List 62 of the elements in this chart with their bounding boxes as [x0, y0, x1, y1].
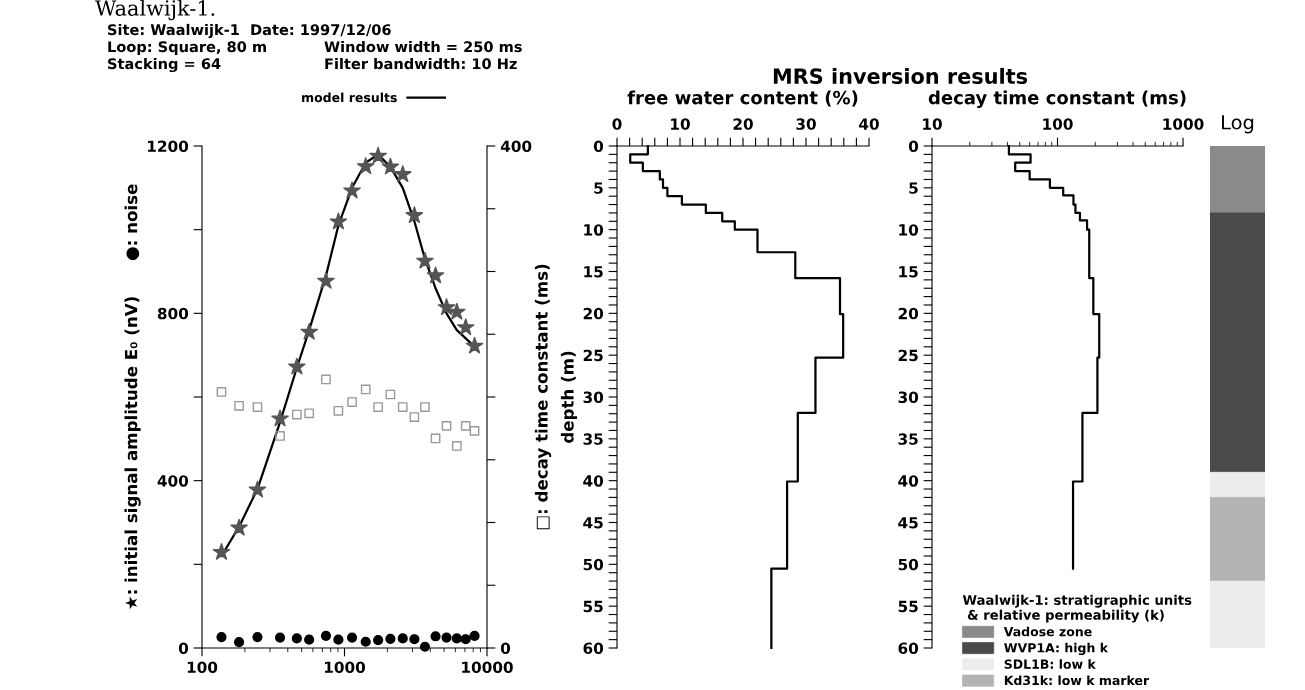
- x-tick-label: 1000: [1163, 118, 1204, 130]
- x-tick-label: 40: [859, 118, 879, 130]
- legend-label: model results: [302, 92, 397, 103]
- legend-label: Vadose zone: [1003, 626, 1092, 637]
- x-tick-label: 100: [187, 661, 218, 674]
- y-tick-label: 50: [583, 558, 604, 571]
- legend-label: WVP1A: high k: [1004, 642, 1109, 656]
- y2-axis-title: □: decay time constant (ms): [534, 264, 552, 530]
- y-tick-label: 60: [583, 642, 604, 655]
- legend-label: SDL1B: low k: [1004, 659, 1096, 669]
- y-tick-label: 400: [157, 475, 189, 487]
- x-tick-label: 10: [671, 118, 690, 130]
- y-tick-label: 30: [898, 391, 919, 404]
- x-tick-label: 0: [612, 118, 622, 130]
- y-tick-label: 55: [583, 600, 603, 613]
- y-tick-label: 5: [909, 182, 918, 194]
- x-axis-title: free water content (%): [627, 90, 858, 107]
- y-tick-label: 60: [898, 642, 919, 655]
- legend-label: Kd31k: low k marker: [1004, 675, 1150, 686]
- y-tick-label: 800: [157, 307, 189, 320]
- x-tick-label: 20: [733, 118, 753, 130]
- y-tick-label: 20: [583, 307, 604, 320]
- chart-title: Site: Waalwijk-1 Date: 1997/12/06: [108, 23, 391, 39]
- y-tick-label: 35: [583, 433, 603, 445]
- text: Waalwijk-1.: [95, 0, 215, 21]
- y-tick-label: 20: [898, 307, 919, 320]
- text: Stacking = 64: [108, 57, 221, 73]
- y-tick-label: 55: [898, 600, 918, 613]
- y-tick-label: 0: [178, 642, 189, 655]
- y-tick-label: 40: [898, 475, 919, 487]
- y2-tick-label: 400: [500, 140, 532, 153]
- y-tick-label: 10: [899, 224, 919, 236]
- text: Loop: Square, 80 m: [108, 41, 266, 56]
- chart-title: Log: [1222, 115, 1254, 134]
- y-tick-label: 40: [583, 475, 604, 487]
- y-tick-label: 30: [583, 391, 604, 404]
- y-tick-label: 15: [584, 266, 603, 278]
- y-tick-label: 50: [898, 558, 919, 571]
- y-tick-label: 45: [898, 517, 918, 529]
- y-tick-label: 0: [908, 140, 919, 153]
- y-tick-label: 45: [583, 517, 603, 529]
- y-tick-label: 25: [583, 349, 603, 362]
- y-tick-label: 25: [898, 349, 918, 362]
- legend-title: Waalwijk-1: stratigraphic units & relative permeability (k): [962, 594, 1192, 623]
- y-axis-title: ★: initial signal amplitude E₀ (nV) ●: noise: [124, 184, 141, 610]
- y-tick-label: 0: [593, 140, 604, 153]
- x-axis-title: decay time constant (ms): [928, 90, 1186, 109]
- chart-title: MRS inversion results: [773, 67, 1028, 85]
- x-tick-label: 30: [796, 118, 816, 130]
- x-tick-label: 1000: [324, 661, 366, 674]
- y-axis-title: depth (m): [560, 351, 577, 443]
- x-tick-label: 10: [923, 118, 942, 130]
- y-tick-label: 5: [594, 182, 603, 194]
- y-tick-label: 15: [899, 266, 918, 278]
- y-tick-label: 1200: [148, 140, 189, 153]
- y2-tick-label: 0: [500, 642, 511, 655]
- x-tick-label: 10000: [462, 661, 513, 674]
- x-tick-label: 100: [1043, 118, 1073, 130]
- y-tick-label: 10: [584, 224, 604, 236]
- text: Filter bandwidth: 10 Hz: [325, 57, 517, 70]
- y-tick-label: 35: [898, 433, 918, 445]
- text: Window width = 250 ms: [324, 40, 522, 53]
